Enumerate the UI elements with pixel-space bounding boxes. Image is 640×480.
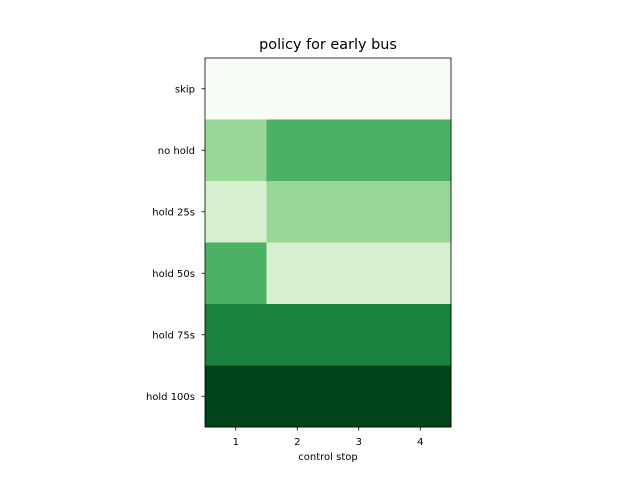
heatmap-cell-1-2: [266, 58, 329, 120]
x-axis-label: control stop: [298, 452, 357, 463]
heatmap-cells: [205, 58, 452, 428]
heatmap-cell-6-3: [328, 365, 390, 428]
heatmap-cell-2-1: [205, 119, 267, 182]
heatmap-cell-3-3: [328, 181, 390, 243]
heatmap-cell-6-2: [266, 365, 329, 428]
heatmap-cell-1-3: [328, 58, 390, 120]
heatmap-cell-4-4: [389, 242, 452, 305]
heatmap-cell-6-4: [389, 365, 452, 428]
x-axis-ticks: 1 2 3 4: [233, 427, 423, 448]
heatmap-cell-5-1: [205, 304, 267, 366]
y-tick-label: hold 75s: [152, 330, 195, 341]
heatmap-cell-5-3: [328, 304, 390, 366]
x-tick-label: 1: [233, 437, 239, 448]
chart-title: policy for early bus: [259, 37, 397, 53]
heatmap-cell-3-1: [205, 181, 267, 243]
heatmap-cell-3-2: [266, 181, 329, 243]
y-tick-label: hold 50s: [152, 269, 195, 280]
x-tick-label: 2: [294, 437, 300, 448]
heatmap-cell-4-1: [205, 242, 267, 305]
plot-frame: [204, 57, 452, 428]
heatmap-cell-5-4: [389, 304, 452, 366]
y-tick-label: hold 25s: [152, 207, 195, 218]
x-tick-label: 3: [356, 437, 362, 448]
heatmap-cell-4-3: [328, 242, 390, 305]
heatmap-cell-3-4: [389, 181, 452, 243]
heatmap-cell-6-1: [205, 365, 267, 428]
y-axis-ticks: skip no hold hold 25s hold 50s hold 75s hold …: [146, 84, 205, 403]
y-tick-label: no hold: [158, 146, 195, 157]
heatmap-cell-2-3: [328, 119, 390, 182]
y-tick-label: hold 100s: [146, 392, 195, 403]
heatmap-cell-1-4: [389, 58, 452, 120]
heatmap-cell-5-2: [266, 304, 329, 366]
x-tick-label: 4: [417, 437, 423, 448]
heatmap-cell-2-4: [389, 119, 452, 182]
heatmap-cell-4-2: [266, 242, 329, 305]
heatmap-cell-1-1: [205, 58, 267, 120]
y-tick-label: skip: [175, 84, 195, 95]
heatmap-cell-2-2: [266, 119, 329, 182]
